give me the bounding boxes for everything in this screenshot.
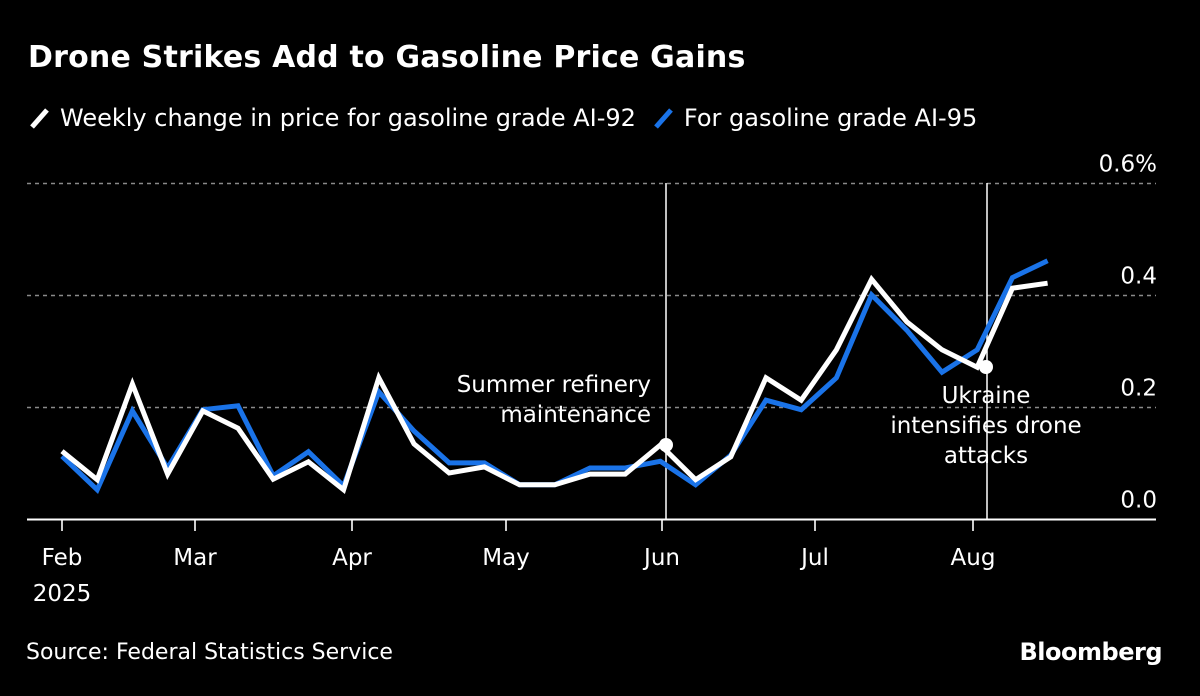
y-tick-label: 0.4 bbox=[1120, 264, 1157, 290]
x-tick-label: Aug bbox=[951, 545, 996, 571]
x-tick-label: Apr bbox=[332, 545, 372, 571]
y-tick-label: 0.2 bbox=[1120, 376, 1157, 402]
y-tick-label: 0.0 bbox=[1120, 488, 1157, 514]
y-axis-labels: 0.0 0.2 0.4 0.6% bbox=[1099, 152, 1157, 514]
legend: Weekly change in price for gasoline grad… bbox=[28, 104, 993, 132]
annotation-text: attacks bbox=[944, 443, 1028, 469]
source-note: Source: Federal Statistics Service bbox=[26, 640, 393, 665]
annotation-texts: Summer refinery maintenance Ukraine intensi… bbox=[457, 372, 1082, 469]
annotation-text: maintenance bbox=[500, 402, 651, 428]
legend-label-ai95: For gasoline grade AI-95 bbox=[683, 104, 978, 132]
x-tick-label: May bbox=[482, 545, 530, 571]
annotation-text: Summer refinery bbox=[457, 372, 651, 398]
series-lines bbox=[60, 258, 1049, 495]
chart-title: Drone Strikes Add to Gasoline Price Gain… bbox=[28, 40, 746, 75]
annotation-text: intensifies drone bbox=[890, 413, 1081, 439]
x-tick-label: Mar bbox=[173, 545, 217, 571]
x-tick-label: Jun bbox=[642, 545, 680, 571]
x-tick-sublabel: 2025 bbox=[33, 581, 92, 607]
bloomberg-logo: Bloomberg bbox=[1019, 638, 1163, 666]
annotation-marker bbox=[979, 360, 993, 374]
legend-swatch-ai95-icon bbox=[654, 108, 673, 129]
legend-item-ai95: For gasoline grade AI-95 bbox=[652, 104, 977, 132]
legend-item-ai92: Weekly change in price for gasoline grad… bbox=[28, 104, 636, 132]
legend-label-ai92: Weekly change in price for gasoline grad… bbox=[60, 104, 636, 132]
series-line-ai92 bbox=[60, 274, 1048, 495]
annotation-marker bbox=[659, 438, 673, 452]
legend-swatch-ai92-icon bbox=[30, 108, 49, 129]
annotation-text: Ukraine bbox=[942, 383, 1031, 409]
x-tick-label: Feb bbox=[42, 545, 83, 571]
x-axis: Feb 2025 Mar Apr May Jun Jul Aug bbox=[27, 518, 1156, 607]
annotation-markers bbox=[659, 360, 993, 452]
y-tick-label: 0.6% bbox=[1099, 152, 1157, 178]
x-tick-label: Jul bbox=[799, 545, 829, 571]
